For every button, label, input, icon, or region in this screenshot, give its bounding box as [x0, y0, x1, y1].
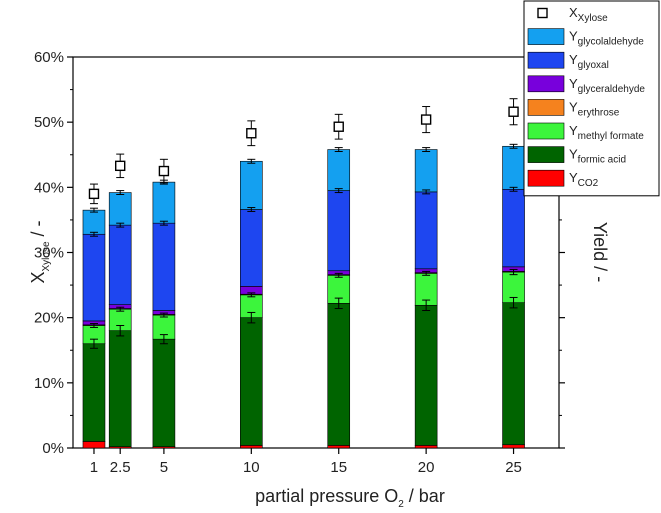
bar-segment-glyoxal — [414, 191, 438, 270]
axes-group: 0% 10% 20% 30% 40% 50% 60% 1 2.5 5 10 15 20 25 — [34, 49, 565, 476]
y-tick-label: 10% — [34, 375, 64, 392]
bar-segment-glyoxal — [327, 190, 351, 272]
y-tick-label: 50% — [34, 114, 64, 131]
legend-label: Yerythrose — [569, 99, 620, 118]
legend-swatch — [527, 51, 565, 69]
legend-swatch — [527, 122, 565, 140]
legend-label: XXylose — [569, 5, 608, 24]
plot-frame — [72, 56, 560, 449]
legend-label: Yglyceraldehyde — [569, 76, 645, 95]
legend-swatch — [527, 169, 565, 187]
bar-segment-formic-acid — [152, 338, 176, 447]
legend-swatch — [527, 75, 565, 93]
legend-conversion-marker — [537, 7, 548, 19]
bar-segment-formic-acid — [108, 330, 132, 447]
bar-segment-formic-acid — [240, 317, 263, 446]
bar-segment-co2 — [414, 445, 438, 449]
bar-segment-formic-acid — [82, 343, 106, 442]
x-axis-title: partial pressure O2 / bar — [255, 486, 445, 510]
conversion-point — [115, 160, 126, 172]
bar-segment-formic-acid — [327, 303, 351, 446]
bar-segment-co2 — [502, 444, 525, 449]
conversion-point — [508, 106, 519, 117]
x-tick-label: 20 — [418, 459, 435, 476]
legend-label: Yglycolaldehyde — [569, 29, 644, 48]
legend-swatch — [527, 28, 565, 45]
bar-segment-glycolaldehyde — [240, 160, 263, 210]
x-tick-label: 1 — [90, 459, 98, 476]
conversion-point — [158, 165, 170, 177]
bar-segment-glycolaldehyde — [82, 209, 106, 235]
conversion-point — [333, 121, 344, 132]
legend-label: Yglyoxal — [569, 52, 609, 71]
bars-group — [82, 145, 525, 449]
y-tick-label: 0% — [42, 440, 64, 457]
bar-segment-glycolaldehyde — [152, 181, 176, 224]
bar-segment-formic-acid — [502, 302, 525, 446]
bar-segment-glycolaldehyde — [327, 149, 351, 191]
y-tick-label: 20% — [34, 310, 64, 327]
bar-segment-glycolaldehyde — [108, 192, 132, 226]
bar-segment-glyoxal — [152, 222, 176, 311]
y-tick-label: 60% — [34, 49, 64, 66]
bar-segment-co2 — [82, 441, 106, 449]
x-tick-label: 5 — [160, 459, 168, 476]
bar-segment-glyoxal — [240, 209, 263, 287]
bar-segment-formic-acid — [414, 304, 438, 446]
conversion-point — [246, 128, 257, 139]
y-axis-right-title: Yield / - — [590, 222, 610, 282]
conversion-points-group — [88, 98, 519, 205]
x-tick-label: 2.5 — [110, 459, 131, 476]
legend-label: YCO2 — [569, 170, 599, 189]
bar-segment-glycolaldehyde — [502, 145, 525, 190]
legend-label: Yformic acid — [569, 147, 626, 166]
y-tick-label: 30% — [34, 245, 64, 262]
legend-swatch — [527, 146, 565, 163]
bar-segment-glycolaldehyde — [414, 149, 438, 193]
conversion-point — [420, 114, 432, 125]
x-tick-label: 25 — [505, 459, 522, 476]
y-axis-left-title: XXylose / - — [28, 220, 52, 283]
x-tick-label: 10 — [243, 459, 260, 476]
legend: XXylose Yglycolaldehyde Yglyoxal Yglycerald… — [523, 0, 660, 197]
conversion-point — [88, 188, 100, 200]
error-bars-group — [89, 143, 518, 349]
plot-border — [72, 56, 560, 449]
legend-swatch — [527, 99, 565, 116]
bar-segment-glyoxal — [502, 188, 525, 268]
legend-label: Ymethyl formate — [569, 123, 644, 142]
bar-segment-glyoxal — [108, 224, 132, 305]
bar-segment-glyoxal — [82, 233, 106, 322]
x-tick-label: 15 — [330, 459, 347, 476]
y-tick-label: 40% — [34, 179, 64, 196]
bar-segment-co2 — [240, 445, 263, 449]
bar-segment-co2 — [327, 445, 351, 449]
